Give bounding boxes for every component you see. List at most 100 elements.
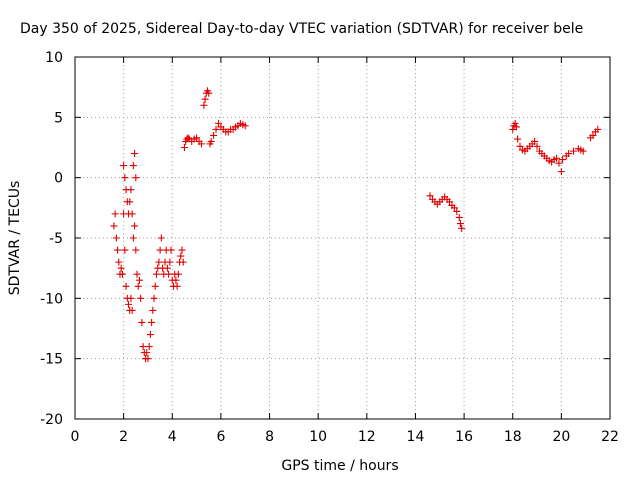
data-point (201, 95, 209, 103)
data-point (112, 234, 120, 242)
data-point (129, 234, 137, 242)
data-point (115, 258, 123, 266)
data-point (131, 150, 139, 158)
x-tick-label: 2 (119, 429, 128, 445)
data-point (150, 294, 158, 302)
data-point (173, 282, 181, 290)
data-point (557, 168, 565, 176)
data-point (178, 246, 186, 254)
data-point (455, 213, 463, 221)
data-point (155, 258, 163, 266)
data-point (157, 234, 165, 242)
data-point (127, 186, 135, 194)
x-tick-label: 6 (216, 429, 225, 445)
data-point (114, 246, 122, 254)
data-point (555, 159, 563, 167)
data-point (205, 89, 213, 97)
data-point (128, 210, 136, 218)
data-point (135, 276, 143, 284)
data-point (137, 294, 145, 302)
data-point (565, 150, 573, 158)
y-tick-label: 10 (45, 50, 63, 66)
data-point (193, 134, 201, 142)
x-tick-labels: 0 2 4 6 8 10 12 14 16 18 20 22 (71, 429, 619, 445)
data-point (110, 222, 118, 230)
data-point (512, 123, 520, 131)
data-point (197, 140, 205, 148)
data-point (120, 162, 128, 170)
data-point (144, 355, 152, 363)
y-tick-label: 5 (54, 110, 63, 126)
data-point (177, 252, 185, 260)
x-tick-label: 18 (504, 429, 522, 445)
y-axis-label: SDTVAR / TECUs (7, 181, 23, 296)
data-point (184, 134, 192, 142)
data-point (553, 154, 560, 162)
data-point (210, 131, 218, 139)
data-point (128, 306, 136, 314)
x-tick-label: 10 (309, 429, 327, 445)
data-point (446, 198, 453, 206)
x-tick-label: 20 (552, 429, 570, 445)
chart-title: Day 350 of 2025, Sidereal Day-to-day VTE… (20, 21, 583, 37)
data-point (122, 282, 130, 290)
data-point (450, 204, 458, 212)
data-point (118, 270, 126, 278)
data-point (241, 122, 249, 130)
data-point (163, 264, 171, 272)
data-point (125, 300, 132, 308)
y-tick-label: -15 (40, 352, 63, 368)
x-tick-label: 14 (407, 429, 425, 445)
x-axis-label: GPS time / hours (281, 458, 398, 474)
data-point (579, 147, 587, 155)
data-point (589, 131, 597, 139)
data-point (516, 142, 524, 150)
data-point (131, 222, 139, 230)
data-point (453, 207, 461, 215)
data-point (129, 162, 137, 170)
y-tick-label: -5 (49, 231, 63, 247)
data-point (143, 349, 151, 357)
data-point (121, 246, 129, 254)
y-tick-label: 0 (54, 171, 63, 187)
data-point (212, 125, 220, 133)
data-point (174, 270, 182, 278)
data-point (126, 198, 134, 206)
data-point (121, 174, 129, 182)
data-point (570, 147, 578, 155)
data-point (111, 210, 119, 218)
data-point (458, 224, 466, 232)
data-point (207, 137, 215, 145)
data-point (167, 246, 175, 254)
data-point (152, 270, 160, 278)
x-tick-label: 16 (455, 429, 473, 445)
data-point (559, 156, 567, 164)
data-point (166, 258, 174, 266)
data-point (139, 343, 147, 351)
data-point (132, 174, 140, 182)
data-point (133, 270, 141, 278)
data-point (165, 270, 173, 278)
x-tick-label: 0 (71, 429, 80, 445)
data-point (149, 306, 157, 314)
data-point (514, 135, 522, 143)
data-point (134, 282, 142, 290)
data-points (110, 87, 602, 363)
data-point (511, 119, 519, 127)
data-point (533, 142, 541, 150)
data-point (146, 331, 154, 339)
x-tick-label: 12 (358, 429, 376, 445)
data-point (138, 318, 146, 326)
data-point (426, 192, 434, 200)
y-tick-label: -10 (40, 291, 63, 307)
data-point (179, 258, 187, 266)
data-point (214, 119, 222, 127)
data-point (594, 125, 602, 133)
data-point (132, 246, 140, 254)
data-point (151, 282, 159, 290)
x-tick-label: 4 (168, 429, 177, 445)
data-point (127, 294, 135, 302)
y-tick-labels: -20 -15 -10 -5 0 5 10 (40, 50, 63, 428)
data-point (172, 276, 180, 284)
data-point (200, 101, 208, 109)
